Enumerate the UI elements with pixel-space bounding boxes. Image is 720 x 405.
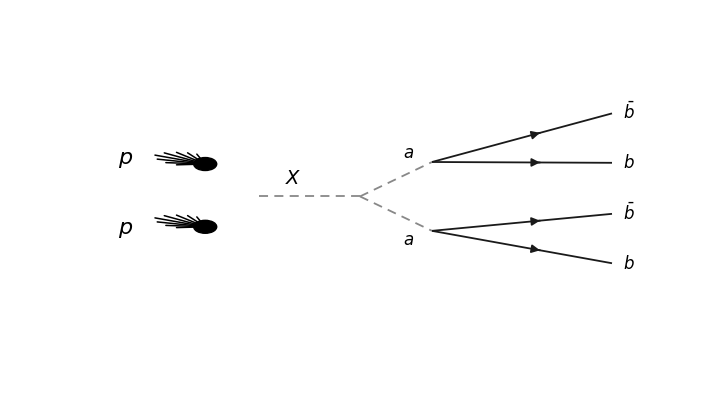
Text: $b$: $b$ — [623, 154, 634, 172]
Text: $p$: $p$ — [118, 148, 134, 170]
Text: $X$: $X$ — [285, 171, 302, 188]
Circle shape — [194, 220, 217, 233]
Text: $p$: $p$ — [118, 218, 134, 240]
Circle shape — [194, 158, 217, 171]
Text: $a$: $a$ — [403, 232, 414, 249]
Text: $b$: $b$ — [623, 255, 634, 273]
Text: $a$: $a$ — [403, 145, 414, 162]
Text: $\bar{b}$: $\bar{b}$ — [623, 202, 634, 224]
Text: $\bar{b}$: $\bar{b}$ — [623, 102, 634, 123]
